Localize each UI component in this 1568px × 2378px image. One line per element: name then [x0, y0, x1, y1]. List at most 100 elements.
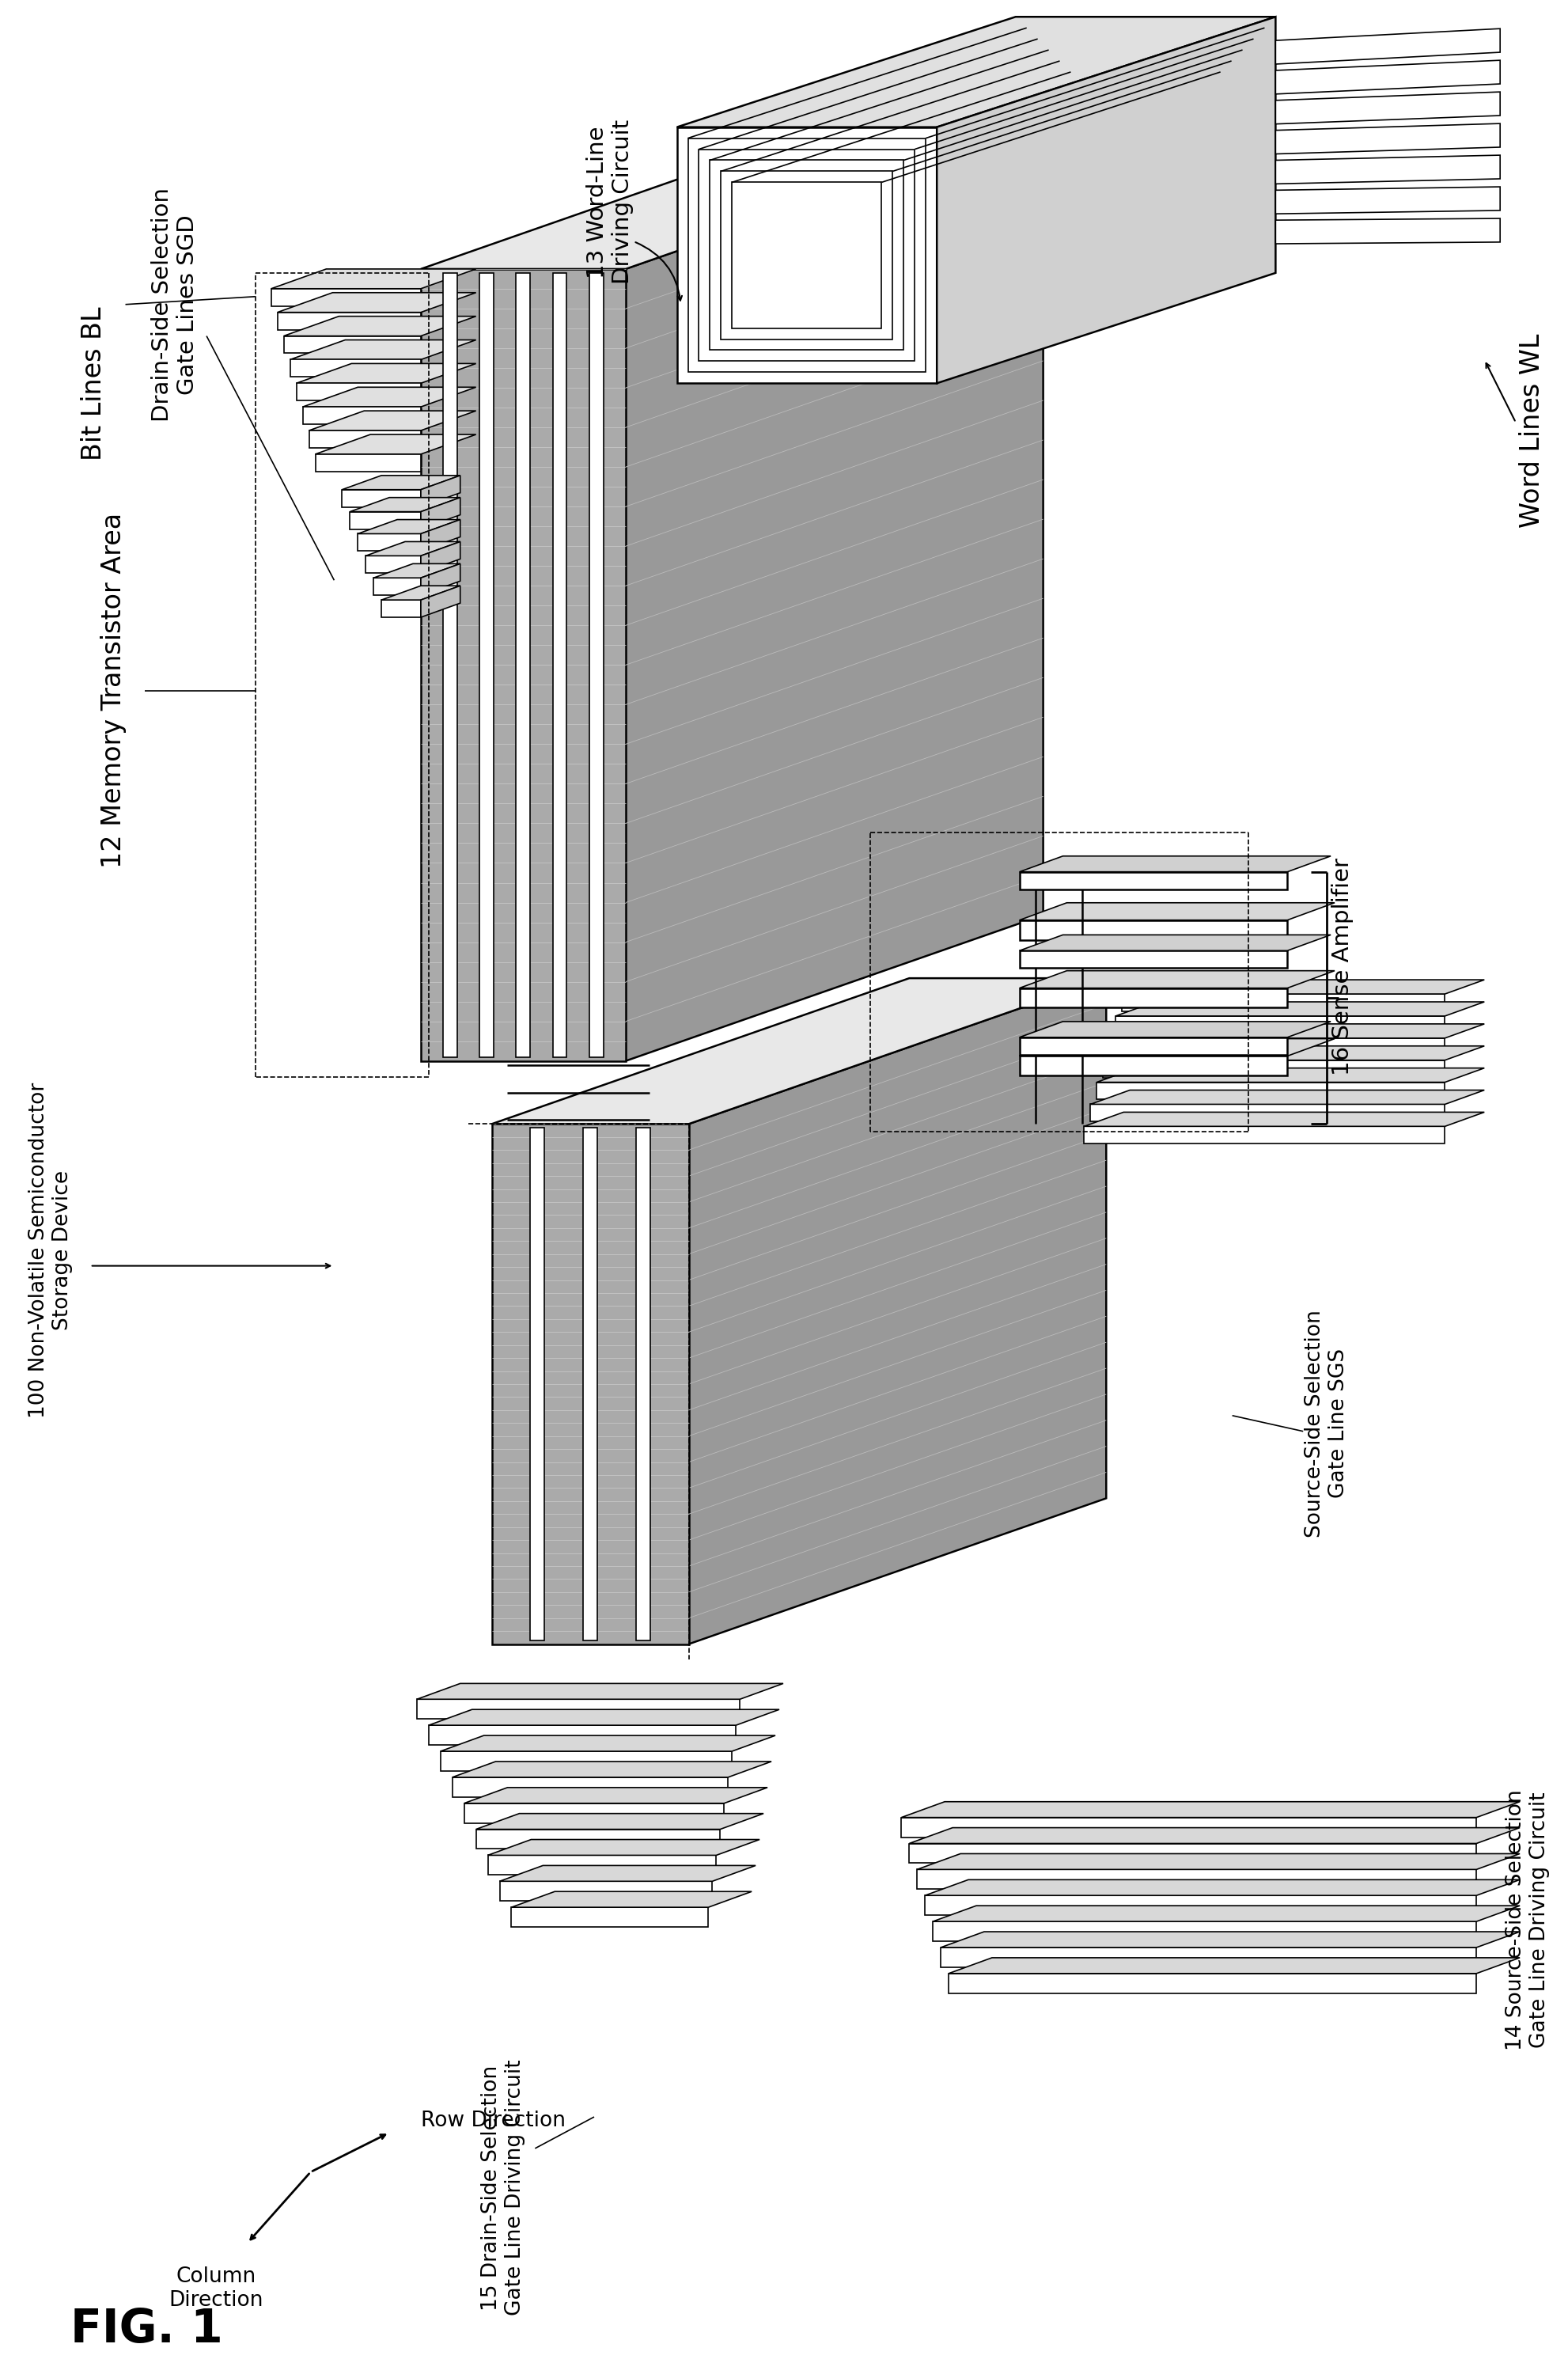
Polygon shape [1019, 873, 1287, 889]
Bar [480, 273, 494, 1056]
Polygon shape [1019, 904, 1334, 920]
Polygon shape [350, 511, 420, 528]
Polygon shape [420, 542, 459, 573]
Polygon shape [1019, 987, 1287, 1008]
Bar [676, 126, 936, 383]
Polygon shape [290, 340, 475, 359]
Text: 100 Non-Volatile Semiconductor
Storage Device: 100 Non-Volatile Semiconductor Storage D… [28, 1082, 72, 1417]
Polygon shape [925, 1879, 1519, 1895]
Polygon shape [1275, 188, 1499, 214]
Polygon shape [428, 1726, 735, 1745]
Polygon shape [1275, 124, 1499, 155]
Polygon shape [917, 1869, 1475, 1888]
Polygon shape [917, 1855, 1519, 1869]
Polygon shape [933, 1921, 1475, 1940]
Polygon shape [925, 1895, 1475, 1914]
Polygon shape [936, 17, 1275, 383]
Polygon shape [417, 1700, 740, 1719]
Polygon shape [1019, 920, 1287, 939]
Polygon shape [902, 1817, 1475, 1838]
Text: Bit Lines BL: Bit Lines BL [82, 307, 107, 461]
Polygon shape [441, 1736, 775, 1750]
Polygon shape [342, 490, 420, 507]
Polygon shape [949, 1974, 1475, 1993]
Polygon shape [452, 1776, 728, 1798]
Text: 16 Sense Amplifier: 16 Sense Amplifier [1331, 858, 1353, 1075]
Polygon shape [290, 359, 420, 378]
Polygon shape [365, 542, 459, 556]
Text: FIG. 1: FIG. 1 [71, 2307, 223, 2352]
Bar [491, 1125, 688, 1643]
Polygon shape [271, 269, 475, 288]
Polygon shape [303, 407, 420, 423]
Polygon shape [626, 124, 1043, 1061]
Polygon shape [350, 497, 459, 511]
Polygon shape [1121, 994, 1444, 1011]
Polygon shape [296, 383, 420, 400]
Polygon shape [381, 585, 459, 599]
Text: Column
Direction: Column Direction [169, 2266, 263, 2311]
Polygon shape [909, 1829, 1519, 1843]
Bar [710, 159, 903, 350]
Polygon shape [420, 564, 459, 594]
Bar [552, 273, 566, 1056]
Polygon shape [933, 1905, 1519, 1921]
Polygon shape [1019, 1023, 1330, 1037]
Text: Row Direction: Row Direction [420, 2112, 566, 2131]
Polygon shape [441, 1750, 732, 1772]
Polygon shape [365, 556, 420, 573]
Polygon shape [1083, 1113, 1483, 1127]
Polygon shape [303, 388, 475, 407]
Polygon shape [676, 17, 1275, 126]
Polygon shape [428, 1710, 779, 1726]
Polygon shape [1083, 1127, 1444, 1144]
Polygon shape [464, 1788, 767, 1803]
Text: 12 Memory Transistor Area: 12 Memory Transistor Area [100, 514, 127, 868]
Bar [530, 1127, 544, 1641]
Polygon shape [1096, 1068, 1483, 1082]
Text: 14 Source-Side Selection
Gate Line Driving Circuit: 14 Source-Side Selection Gate Line Drivi… [1505, 1788, 1549, 2050]
Polygon shape [499, 1864, 756, 1881]
Bar [516, 273, 530, 1056]
Polygon shape [1019, 935, 1330, 951]
Polygon shape [373, 578, 420, 594]
Polygon shape [1019, 856, 1330, 873]
Polygon shape [1096, 1082, 1444, 1099]
Polygon shape [1275, 59, 1499, 95]
Text: Source-Side Selection
Gate Line SGS: Source-Side Selection Gate Line SGS [1305, 1310, 1348, 1536]
Polygon shape [499, 1881, 712, 1900]
Polygon shape [1115, 1015, 1444, 1034]
Polygon shape [464, 1803, 724, 1824]
Polygon shape [420, 497, 459, 528]
Polygon shape [941, 1948, 1475, 1967]
Polygon shape [1115, 1001, 1483, 1015]
Polygon shape [511, 1907, 709, 1926]
Polygon shape [688, 977, 1105, 1643]
Polygon shape [909, 1843, 1475, 1862]
Polygon shape [284, 335, 420, 354]
Bar [721, 171, 892, 340]
Polygon shape [1019, 1037, 1287, 1053]
Polygon shape [420, 124, 1043, 269]
Text: Drain-Side Selection
Gate Lines SGD: Drain-Side Selection Gate Lines SGD [151, 188, 199, 421]
Polygon shape [488, 1841, 759, 1855]
Text: Word Lines WL: Word Lines WL [1518, 333, 1544, 528]
Polygon shape [452, 1762, 771, 1776]
Polygon shape [488, 1855, 717, 1874]
Polygon shape [1019, 970, 1334, 987]
Bar [583, 1127, 597, 1641]
Polygon shape [1121, 980, 1483, 994]
Polygon shape [315, 454, 420, 471]
Polygon shape [315, 435, 475, 454]
Polygon shape [475, 1829, 720, 1850]
Polygon shape [1102, 1046, 1483, 1061]
Text: 15 Drain-Side Selection
Gate Line Driving Circuit: 15 Drain-Side Selection Gate Line Drivin… [481, 2059, 525, 2316]
Bar [420, 269, 626, 1061]
Bar [635, 1127, 649, 1641]
Polygon shape [902, 1803, 1519, 1817]
Bar [687, 138, 925, 373]
Polygon shape [475, 1814, 764, 1829]
Polygon shape [1090, 1089, 1483, 1103]
Polygon shape [373, 564, 459, 578]
Polygon shape [309, 430, 420, 447]
